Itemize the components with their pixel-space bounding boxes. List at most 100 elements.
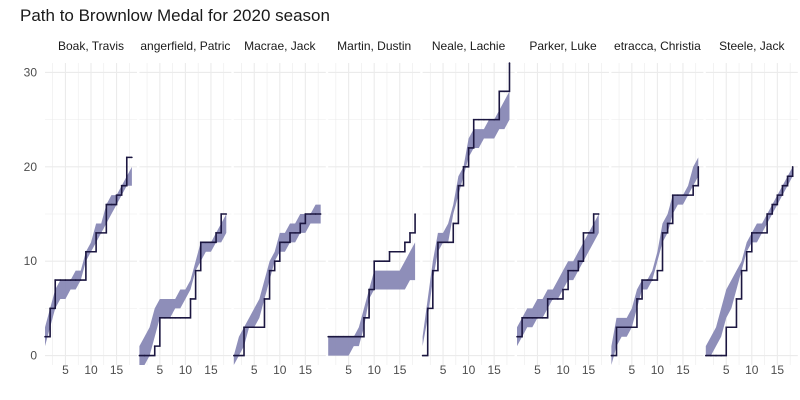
actual-votes-point (705, 354, 707, 357)
prediction-band (45, 166, 132, 347)
actual-votes-point (692, 184, 694, 187)
actual-votes-point (54, 279, 57, 281)
actual-votes-point (184, 317, 187, 319)
actual-votes-point (299, 222, 302, 225)
actual-votes-point (526, 317, 529, 319)
actual-votes-point (332, 335, 335, 338)
x-tick-label: 15 (487, 363, 501, 377)
actual-votes-point (572, 269, 575, 272)
actual-votes-point (368, 288, 370, 291)
x-tick-label: 5 (345, 363, 352, 377)
y-tick-label: 10 (24, 254, 38, 268)
actual-votes-point (661, 232, 664, 234)
actual-votes-line (517, 213, 599, 338)
actual-votes-point (388, 250, 391, 253)
x-tick-label: 15 (110, 363, 124, 377)
actual-votes-point (715, 354, 717, 357)
actual-votes-point (546, 298, 549, 300)
actual-votes-point (745, 250, 748, 253)
x-tick-label: 5 (157, 363, 164, 377)
actual-votes-point (582, 232, 585, 234)
actual-votes-point (131, 156, 133, 159)
actual-votes-point (337, 335, 340, 338)
actual-votes-point (735, 298, 738, 300)
actual-votes-point (557, 298, 559, 300)
actual-votes-point (120, 184, 123, 187)
actual-votes-point (766, 213, 768, 215)
actual-votes-point (220, 213, 222, 215)
actual-votes-point (352, 335, 355, 338)
actual-votes-point (541, 317, 544, 319)
actual-votes-point (597, 213, 600, 215)
actual-votes-point (720, 354, 722, 357)
x-tick-label: 10 (84, 363, 98, 377)
actual-votes-point (233, 354, 235, 357)
actual-votes-point (656, 269, 659, 272)
actual-votes-point (79, 279, 82, 281)
prediction-band (328, 242, 416, 356)
x-tick-label: 10 (273, 363, 287, 377)
actual-votes-point (587, 232, 590, 234)
actual-votes-point (309, 213, 312, 215)
actual-votes-line (233, 213, 321, 357)
prediction-band (422, 91, 510, 347)
actual-votes-point (215, 232, 217, 234)
actual-votes-point (631, 326, 633, 329)
actual-votes-point (437, 241, 439, 244)
actual-votes-point (414, 213, 416, 215)
actual-votes-point (472, 118, 475, 121)
actual-votes-point (314, 213, 317, 215)
actual-votes-point (521, 317, 523, 319)
actual-votes-point (284, 241, 286, 244)
actual-votes-point (363, 317, 365, 319)
actual-votes-point (205, 241, 207, 244)
panel-strip-label: etracca, Christia (614, 39, 701, 53)
actual-votes-point (248, 326, 250, 329)
x-tick-label: 15 (299, 363, 313, 377)
actual-votes-point (74, 279, 77, 281)
actual-votes-point (562, 288, 564, 291)
actual-votes-point (115, 194, 118, 196)
y-tick-label: 20 (24, 160, 38, 174)
actual-votes-point (577, 260, 580, 262)
panel-strip-label: Parker, Luke (529, 39, 597, 53)
actual-votes-point (620, 326, 623, 329)
actual-votes-point (279, 241, 281, 244)
actual-votes-point (761, 232, 763, 234)
actual-votes-point (641, 279, 643, 281)
actual-votes-point (488, 118, 490, 121)
actual-votes-point (49, 307, 51, 310)
actual-votes-point (791, 166, 794, 168)
chart-title: Path to Brownlow Medal for 2020 season (20, 6, 330, 25)
prediction-band (139, 214, 227, 365)
actual-votes-point (531, 317, 534, 319)
y-tick-label: 0 (30, 349, 37, 363)
actual-votes-point (44, 335, 46, 338)
x-tick-label: 15 (676, 363, 690, 377)
actual-votes-point (478, 118, 480, 121)
actual-votes-point (69, 279, 72, 281)
actual-votes-point (751, 232, 753, 234)
actual-votes-point (159, 317, 161, 319)
panel-strip-label: Neale, Lachie (432, 39, 506, 53)
actual-votes-point (432, 269, 434, 272)
actual-votes-point (64, 279, 67, 281)
actual-votes-point (740, 269, 743, 272)
x-tick-label: 10 (179, 363, 193, 377)
actual-votes-point (253, 326, 256, 329)
actual-votes-point (327, 335, 330, 338)
x-tick-label: 10 (745, 363, 759, 377)
actual-votes-point (225, 213, 228, 215)
actual-votes-point (263, 298, 266, 300)
actual-votes-point (95, 232, 97, 234)
x-tick-label: 15 (771, 363, 785, 377)
actual-votes-point (447, 241, 449, 244)
actual-votes-point (90, 250, 92, 253)
actual-votes-point (452, 222, 455, 225)
actual-votes-point (289, 232, 291, 234)
actual-votes-point (781, 184, 784, 187)
actual-votes-point (393, 250, 396, 253)
actual-votes-point (347, 335, 350, 338)
actual-votes-point (567, 269, 569, 272)
